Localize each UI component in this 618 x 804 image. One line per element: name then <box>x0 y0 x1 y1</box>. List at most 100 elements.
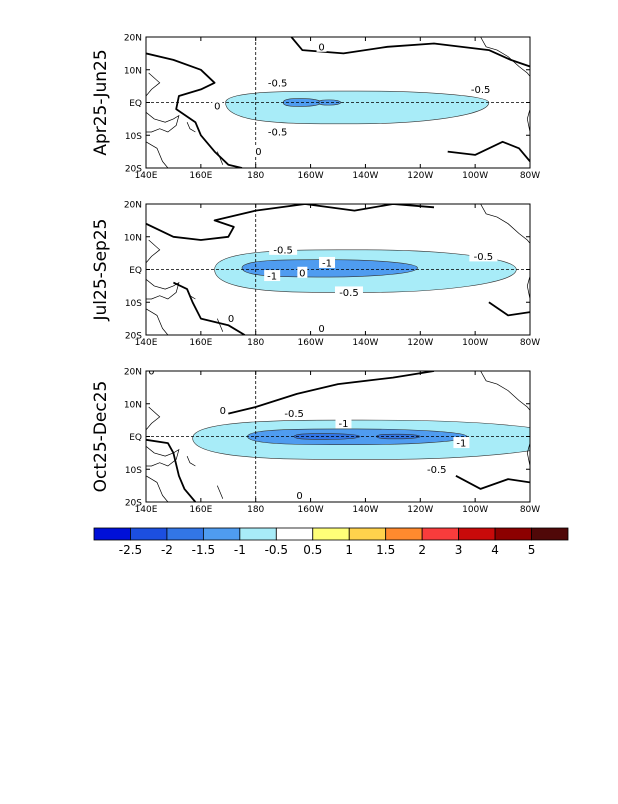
lon-tick-label: 160W <box>298 171 324 181</box>
lon-tick-label: 100W <box>462 505 488 515</box>
contour-label-bg <box>146 371 157 376</box>
anomaly-shading-region <box>241 259 418 278</box>
anomaly-shading-region <box>318 99 342 106</box>
coastline <box>146 72 161 97</box>
colorbar-swatch <box>348 527 387 541</box>
coastline <box>146 279 180 300</box>
colorbar-label: -2.5 <box>119 543 142 557</box>
lat-tick-label: EQ <box>129 433 142 443</box>
colorbar: -2.5 -2 -1.5 -1 -0.5 0.5 1 1.5 2 3 4 5 <box>93 527 569 557</box>
colorbar-swatch <box>458 527 496 541</box>
coastline <box>480 204 530 244</box>
colorbar-label: 5 <box>528 543 536 557</box>
contour-label: -0.5 <box>471 85 491 96</box>
lat-tick-label: 20N <box>124 368 142 378</box>
lon-tick-label: 180 <box>247 171 264 181</box>
contour-label: 0 <box>299 268 305 279</box>
lon-tick-label: 140E <box>135 171 158 181</box>
contour-label-bg <box>316 322 327 334</box>
colorbar-label: -1.5 <box>192 543 215 557</box>
contour-label: 0 <box>148 367 154 378</box>
coastline <box>216 151 224 165</box>
lon-tick-label: 80W <box>520 171 540 181</box>
lon-tick-label: 80W <box>520 505 540 515</box>
lon-tick-label: 180 <box>247 338 264 348</box>
lon-tick-label: 120W <box>407 171 433 181</box>
coastline <box>146 112 180 133</box>
coastline <box>186 455 196 467</box>
lon-tick-label: 140W <box>352 505 378 515</box>
colorbar-swatch <box>531 527 569 541</box>
contour-label-bg <box>334 286 363 298</box>
lat-tick-label: 20N <box>124 34 142 44</box>
lat-tick-label: 10S <box>125 132 142 142</box>
lon-tick-label: 160E <box>189 505 212 515</box>
colorbar-label: -2 <box>161 543 173 557</box>
coastline <box>146 239 161 264</box>
lat-tick-label: 20S <box>125 165 142 175</box>
contour-label-bg <box>319 256 336 268</box>
zero-contour <box>455 475 530 490</box>
lat-tick-label: 20S <box>125 332 142 342</box>
contour-label-bg <box>294 489 305 501</box>
contour-label: -1 <box>267 272 277 283</box>
contour-label: -0.5 <box>474 252 494 263</box>
lat-tick-label: 10N <box>124 233 142 243</box>
contour-label-bg <box>466 83 495 95</box>
coastline <box>480 37 530 77</box>
contour-label-bg <box>217 404 228 416</box>
colorbar-swatch <box>312 527 350 541</box>
coastline <box>480 371 530 411</box>
coastline <box>526 109 530 149</box>
contour-label: -0.5 <box>273 245 293 256</box>
lon-tick-label: 160E <box>189 338 212 348</box>
coastline <box>216 485 224 499</box>
contour-label-bg <box>453 437 470 449</box>
contour-label-bg <box>226 312 237 324</box>
contour-label-bg <box>280 407 309 419</box>
colorbar-label: -0.5 <box>265 543 288 557</box>
contour-label: -0.5 <box>268 127 288 138</box>
lon-tick-label: 120W <box>407 505 433 515</box>
contour-label-bg <box>212 99 223 111</box>
lon-tick-label: 100W <box>462 171 488 181</box>
lon-tick-label: 100W <box>462 338 488 348</box>
lat-tick-label: 10S <box>125 466 142 476</box>
contour-label-bg <box>269 243 298 255</box>
zero-contour <box>146 438 197 502</box>
lat-tick-label: 10S <box>125 299 142 309</box>
contour-label: -0.5 <box>427 465 447 476</box>
coastline <box>146 475 169 502</box>
colorbar-label: 0.5 <box>303 543 322 557</box>
contour-label: -0.5 <box>268 78 288 89</box>
coastline <box>186 122 196 133</box>
contour-label: -1 <box>338 419 348 430</box>
colorbar-swatch <box>93 527 131 541</box>
coastline <box>146 141 169 168</box>
contour-label-bg <box>264 270 281 282</box>
contour-label: -1 <box>456 439 466 450</box>
contour-label: -0.5 <box>339 288 359 299</box>
lat-tick-label: EQ <box>129 99 142 109</box>
zero-contour <box>447 140 530 162</box>
contour-label-bg <box>263 76 292 88</box>
contour-label-bg <box>297 266 308 278</box>
colorbar-swatch <box>202 527 241 541</box>
zero-contour <box>146 204 435 241</box>
panel-period-label: Apr25-Jun25 <box>91 49 111 155</box>
coastline <box>146 308 169 335</box>
contour-label-bg <box>253 145 264 157</box>
colorbar-swatch <box>494 527 532 541</box>
lat-tick-label: EQ <box>129 266 142 276</box>
contour-label-bg <box>263 125 292 137</box>
lat-tick-label: 10N <box>124 400 142 410</box>
colorbar-label: 1.5 <box>376 543 395 557</box>
colorbar-label: -1 <box>234 543 246 557</box>
colorbar-label: 4 <box>491 543 499 557</box>
coastline <box>216 318 224 332</box>
panel-period-label: Oct25-Dec25 <box>91 381 111 493</box>
